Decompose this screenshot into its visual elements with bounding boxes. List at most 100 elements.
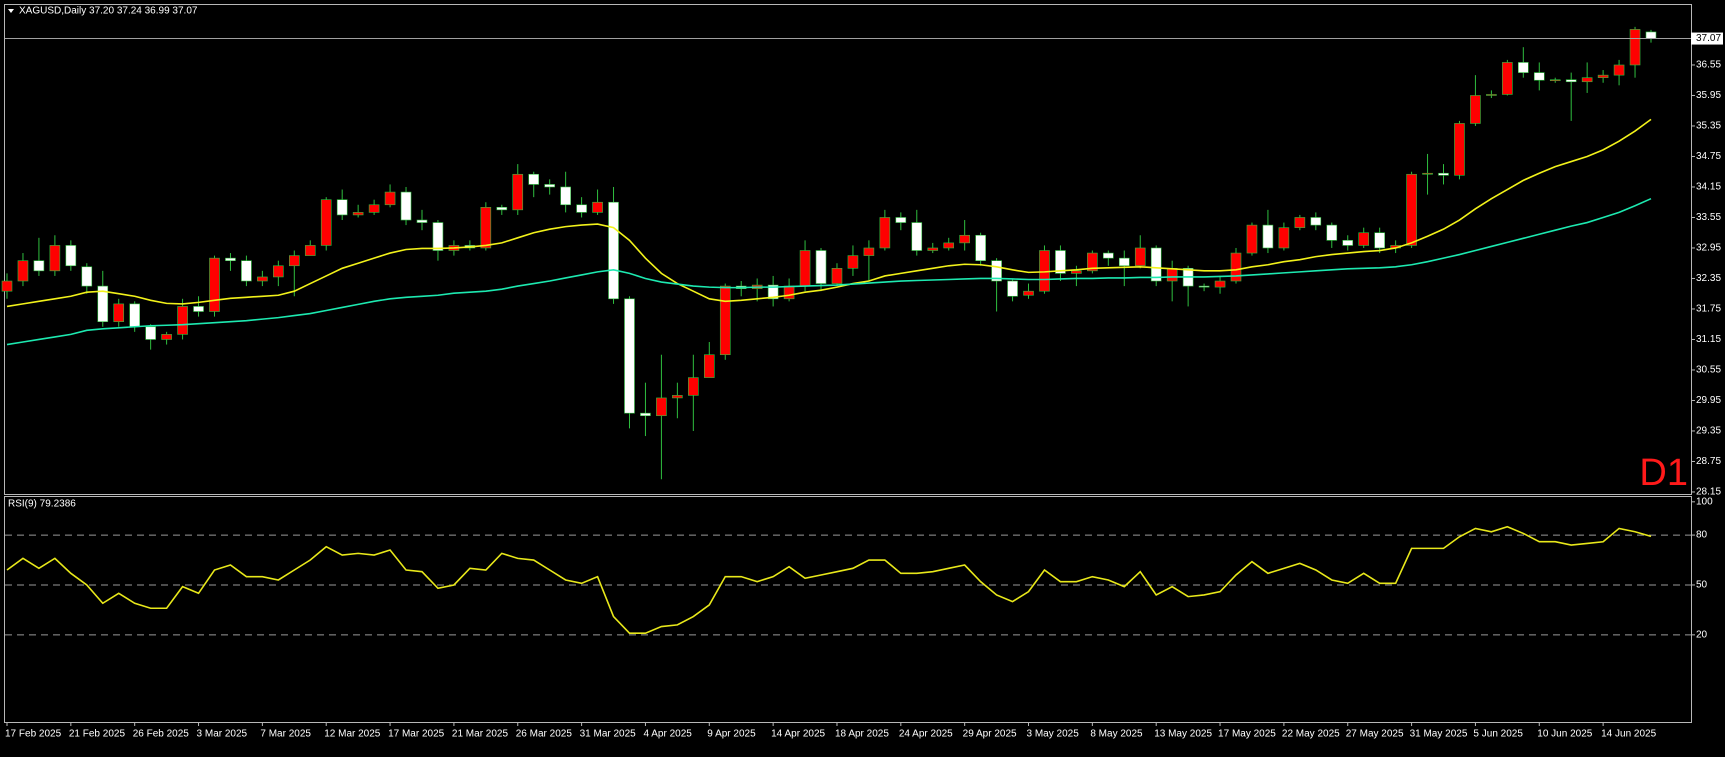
candle-body	[943, 242, 955, 249]
candle-body	[1166, 268, 1178, 282]
candle-body	[1486, 94, 1497, 96]
candle-body	[528, 173, 540, 185]
x-tick-label: 18 Apr 2025	[835, 729, 889, 740]
candle-body	[512, 173, 524, 211]
candle-body	[863, 247, 875, 256]
y-tick-label: 32.95	[1696, 243, 1721, 254]
candle-body	[320, 199, 332, 246]
candle-body	[1087, 252, 1098, 272]
candle-body	[480, 207, 492, 249]
candle-body	[33, 260, 45, 272]
candle-body	[624, 298, 635, 414]
candle-body	[129, 303, 140, 328]
y-tick-label: 32.35	[1696, 273, 1721, 284]
candle-body	[560, 186, 571, 206]
candle-body	[1358, 232, 1369, 246]
x-tick-label: 31 May 2025	[1410, 729, 1468, 740]
x-tick-label: 17 Mar 2025	[388, 729, 445, 740]
x-tick-label: 26 Feb 2025	[133, 729, 190, 740]
menu-arrow[interactable]	[8, 9, 14, 13]
y-tick-label: 30.55	[1696, 365, 1721, 376]
main-frame	[4, 4, 1692, 495]
candle-body	[927, 247, 939, 251]
candle-body	[145, 326, 156, 340]
candle-body	[799, 250, 811, 287]
x-tick-label: 10 Jun 2025	[1537, 729, 1592, 740]
candle-body	[1007, 280, 1018, 297]
candle-body	[177, 306, 188, 335]
y-tick-label: 34.75	[1696, 151, 1721, 162]
candle-body	[1055, 250, 1066, 274]
candle-body	[911, 222, 923, 251]
x-tick-label: 3 May 2025	[1027, 729, 1080, 740]
candle-body	[1581, 77, 1593, 83]
y-tick-label: 28.75	[1696, 456, 1721, 467]
candle-body	[161, 334, 172, 340]
candle-body	[879, 217, 891, 249]
x-tick-label: 9 Apr 2025	[707, 729, 756, 740]
candle-body	[1629, 29, 1641, 66]
candle-body	[1023, 290, 1034, 296]
candle-body	[656, 397, 667, 417]
candle-body	[592, 201, 603, 213]
x-tick-label: 21 Feb 2025	[69, 729, 126, 740]
moving-average	[6, 197, 1652, 346]
x-tick-label: 14 Apr 2025	[771, 729, 825, 740]
candle-body	[193, 306, 204, 312]
candle-body	[1118, 257, 1130, 267]
x-tick-label: 31 Mar 2025	[580, 729, 637, 740]
rsi-frame	[4, 496, 1692, 723]
y-tick-label: 29.95	[1696, 395, 1721, 406]
x-tick-label: 27 May 2025	[1346, 729, 1404, 740]
candle-body	[672, 395, 683, 399]
candle-body	[1438, 172, 1449, 176]
timeframe-label: D1	[1639, 452, 1688, 494]
x-tick-label: 22 May 2025	[1282, 729, 1340, 740]
y-tick-label: 34.15	[1696, 182, 1721, 193]
y-tick-label: 36.55	[1696, 60, 1721, 71]
y-tick-label: 31.75	[1696, 304, 1721, 315]
candle-body	[1470, 95, 1481, 124]
x-tick-label: 26 Mar 2025	[516, 729, 573, 740]
candle-body	[400, 191, 412, 221]
candle-body	[544, 184, 555, 188]
candle-body	[113, 303, 125, 322]
candle-body	[991, 260, 1002, 282]
rsi-title: RSI(9) 79.2386	[8, 499, 76, 510]
x-tick-label: 7 Mar 2025	[260, 729, 311, 740]
candle-body	[1230, 252, 1242, 282]
candle-body	[1103, 252, 1114, 259]
candle-body	[1422, 172, 1433, 175]
candle-body	[352, 212, 364, 216]
candle-body	[65, 245, 77, 267]
x-tick-label: 17 May 2025	[1218, 729, 1276, 740]
rsi-line	[6, 525, 1652, 634]
candle-body	[1645, 31, 1657, 39]
candle-body	[1406, 173, 1417, 246]
candle-body	[1613, 64, 1625, 76]
x-tick-label: 29 Apr 2025	[963, 729, 1017, 740]
y-tick-label: 80	[1696, 530, 1708, 541]
candle-body	[1549, 79, 1561, 82]
candle-body	[1310, 217, 1322, 226]
candle-body	[432, 222, 444, 251]
candle-body	[1278, 227, 1290, 249]
chart-title: XAGUSD,Daily 37.20 37.24 36.99 37.07	[19, 6, 198, 17]
y-tick-label: 35.35	[1696, 121, 1721, 132]
x-tick-label: 24 Apr 2025	[899, 729, 953, 740]
candle-body	[49, 245, 61, 272]
candle-body	[1518, 62, 1529, 73]
candle-body	[368, 204, 380, 213]
candle-body	[81, 266, 93, 287]
candle-body	[703, 354, 715, 378]
y-tick-label: 35.95	[1696, 90, 1721, 101]
candle-body	[1198, 285, 1210, 288]
candle-body	[1374, 232, 1385, 249]
candle-body	[257, 276, 268, 282]
candle-body	[1533, 72, 1545, 81]
candle-body	[688, 377, 699, 396]
candle-body	[496, 207, 508, 211]
candle-body	[959, 234, 970, 244]
candle-body	[1262, 224, 1274, 249]
